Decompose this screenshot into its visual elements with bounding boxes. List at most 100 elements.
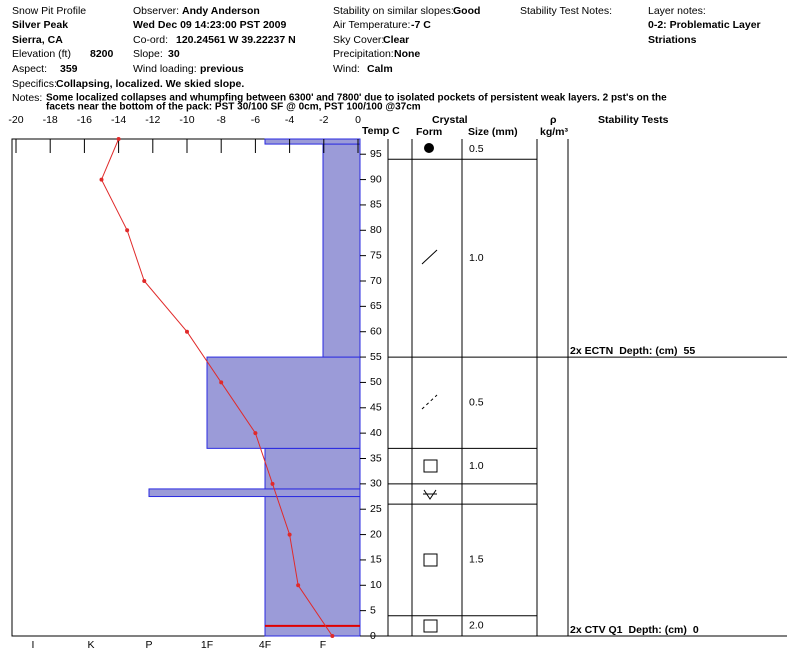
slope: 30 [168,48,180,60]
date: Wed Dec 09 14:23:00 PST 2009 [133,19,286,31]
crystal-size: 0.5 [469,396,484,408]
location: Silver Peak [12,19,68,31]
stability-depth: 0 [693,624,699,636]
x-tick-label: -2 [319,114,328,126]
form-icon [423,619,438,633]
hardness-label: 4F [259,639,271,651]
y-tick-label: 50 [370,376,382,388]
y-tick-label: 0 [370,630,376,642]
title: Snow Pit Profile [12,5,86,17]
sky: Clear [383,34,409,46]
form-icon [423,459,438,473]
stability-depth: 55 [684,345,696,357]
hardness-bar [264,496,361,637]
crystal-header: Crystal [432,114,468,126]
air-temp: -7 C [411,19,431,31]
temperature-point [185,329,189,334]
elevation-label: Elevation (ft) [12,48,71,60]
temperature-point [99,177,104,182]
specifics: Collapsing, localized. We skied slope. [56,78,244,90]
hardness-label: I [32,639,35,651]
elevation: 8200 [90,48,114,60]
x-axis-label: Temp C [362,125,400,137]
wind-loading-label: Wind loading: [133,63,197,75]
y-tick-label: 55 [370,351,382,363]
notes-line: facets near the bottom of the pack: PST … [46,102,421,113]
x-tick-label: -4 [285,114,294,126]
x-tick-label: 0 [355,114,361,126]
wind-label: Wind: [333,63,360,75]
notes-line: Some localized collapses and whumpfing b… [46,93,667,104]
hardness-bar [264,138,361,145]
temperature-point [287,532,292,537]
hardness-bar [322,143,361,358]
temperature-point [270,481,275,486]
frames [11,138,787,637]
stability-depth-label: Depth: (cm) [629,624,687,636]
form-header: Form [416,126,442,138]
hardness-bar [206,356,361,449]
rho-header: ρ [550,114,557,126]
x-tick-label: -14 [111,114,126,126]
y-tick-label: 15 [370,554,382,566]
crystal-size: 2.0 [469,620,484,632]
slope-label: Slope: [133,48,163,60]
hardness-label: 1F [201,639,213,651]
y-tick-label: 25 [370,503,382,515]
wind: Calm [367,63,393,75]
stability-notes-label: Stability Test Notes: [520,5,612,17]
aspect-label: Aspect: [12,63,47,75]
x-tick-label: -20 [8,114,23,126]
y-tick-label: 20 [370,528,382,540]
hardness-label: F [320,639,326,651]
hardness-label: K [87,639,94,651]
temperature-point [253,431,258,436]
y-tick-label: 5 [370,604,376,616]
temperature-point [219,380,224,385]
notes-label: Notes: [12,92,42,104]
stability-label: Stability on similar slopes: [333,5,454,17]
precip-label: Precipitation: [333,48,394,60]
form-icon [421,249,438,265]
y-tick-label: 90 [370,173,382,185]
x-tick-label: -8 [217,114,226,126]
coord: 120.24561 W 39.22237 N [176,34,296,46]
stability-depth-label: Depth: (cm) [619,345,677,357]
temperature-point [125,228,130,233]
y-tick-label: 75 [370,249,382,261]
y-tick-label: 70 [370,275,382,287]
form-icon [424,143,434,153]
temperature-point [142,279,147,283]
x-tick-label: -16 [77,114,92,126]
x-tick-label: -18 [43,114,58,126]
size-header: Size (mm) [468,126,518,138]
stability-test: 2x ECTN [570,345,613,357]
air-temp-label: Air Temperature: [333,19,410,31]
observer: Andy Anderson [182,5,260,17]
x-tick-label: -10 [179,114,194,126]
y-tick-label: 35 [370,452,382,464]
y-tick-label: 40 [370,427,382,439]
aspect: 359 [60,63,78,75]
temperature-point [116,137,121,141]
form-icon [423,553,438,567]
stability: Good [453,5,480,17]
form-icons [421,143,438,633]
temperature-point [296,583,301,588]
hardness-bar [264,447,361,490]
crystal-size: 0.5 [469,143,484,155]
y-tick-label: 30 [370,478,382,490]
crystal-size: 1.0 [469,460,484,472]
column-headers: Temp C Crystal Form Size (mm) ρ kg/m³ St… [362,114,669,138]
header: Snow Pit Profile Silver Peak Sierra, CA … [12,5,761,113]
crystal-size: 1.0 [469,252,484,264]
x-tick-label: -6 [251,114,260,126]
sky-label: Sky Cover: [333,34,384,46]
temperature-point [330,634,335,638]
y-tick-label: 45 [370,402,382,414]
form-icon [423,489,437,500]
y-tick-label: 80 [370,224,382,236]
hardness-bar [148,488,361,498]
y-tick-label: 65 [370,300,382,312]
